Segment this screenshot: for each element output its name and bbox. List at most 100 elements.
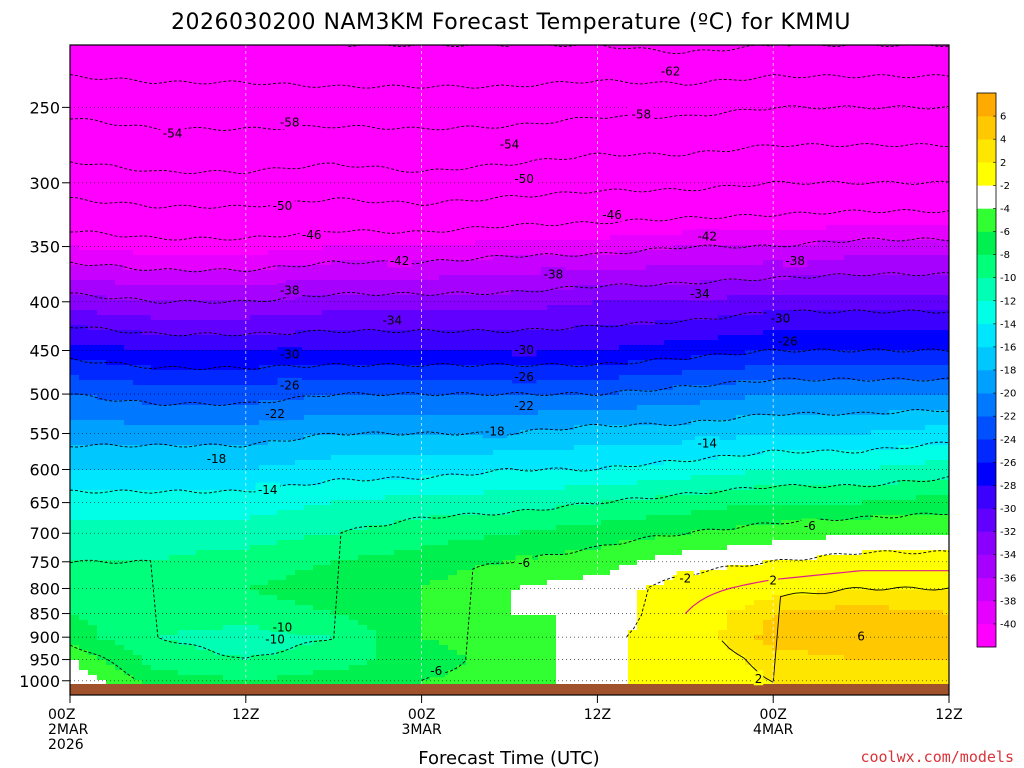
field-cell	[313, 315, 323, 321]
field-cell	[250, 150, 260, 156]
field-cell	[385, 640, 395, 646]
field-cell	[295, 135, 305, 141]
field-cell	[295, 55, 305, 61]
field-cell	[142, 625, 152, 631]
field-cell	[88, 225, 98, 231]
field-cell	[358, 250, 368, 256]
field-cell	[178, 120, 188, 126]
field-cell	[367, 395, 377, 401]
field-cell	[70, 665, 80, 671]
field-cell	[313, 370, 323, 376]
field-cell	[214, 290, 224, 296]
field-cell	[70, 310, 80, 316]
field-cell	[250, 285, 260, 291]
field-cell	[196, 635, 206, 641]
field-cell	[178, 625, 188, 631]
field-cell	[70, 565, 80, 571]
field-cell	[187, 350, 197, 356]
field-cell	[367, 375, 377, 381]
field-cell	[295, 680, 305, 686]
field-cell	[403, 115, 413, 121]
field-cell	[295, 95, 305, 101]
field-cell	[268, 170, 278, 176]
field-cell	[160, 335, 170, 341]
field-cell	[340, 240, 350, 246]
field-cell	[106, 105, 116, 111]
field-cell	[124, 435, 134, 441]
field-cell	[124, 580, 134, 586]
field-cell	[295, 390, 305, 396]
field-cell	[142, 650, 152, 656]
field-cell	[376, 135, 386, 141]
field-cell	[133, 560, 143, 566]
field-cell	[259, 225, 269, 231]
field-cell	[286, 75, 296, 81]
field-cell	[214, 60, 224, 66]
field-cell	[304, 355, 314, 361]
field-cell	[376, 215, 386, 221]
field-cell	[403, 205, 413, 211]
field-cell	[250, 510, 260, 516]
field-cell	[196, 500, 206, 506]
field-cell	[322, 625, 332, 631]
field-cell	[142, 230, 152, 236]
field-cell	[115, 95, 125, 101]
field-cell	[241, 305, 251, 311]
field-cell	[376, 505, 386, 511]
field-cell	[178, 230, 188, 236]
field-cell	[178, 615, 188, 621]
field-cell	[349, 125, 359, 131]
field-cell	[196, 665, 206, 671]
field-cell	[232, 315, 242, 321]
field-cell	[412, 205, 422, 211]
field-cell	[214, 125, 224, 131]
field-cell	[241, 485, 251, 491]
field-cell	[313, 140, 323, 146]
field-cell	[79, 415, 89, 421]
field-cell	[277, 85, 287, 91]
field-cell	[70, 625, 80, 631]
field-cell	[403, 170, 413, 176]
field-cell	[385, 545, 395, 551]
field-cell	[196, 155, 206, 161]
field-cell	[268, 215, 278, 221]
field-cell	[124, 70, 134, 76]
field-cell	[205, 150, 215, 156]
field-cell	[412, 195, 422, 201]
field-cell	[376, 140, 386, 146]
field-cell	[358, 460, 368, 466]
field-cell	[376, 95, 386, 101]
field-cell	[340, 435, 350, 441]
field-cell	[322, 520, 332, 526]
field-cell	[79, 255, 89, 261]
field-cell	[376, 290, 386, 296]
field-cell	[79, 525, 89, 531]
field-cell	[340, 620, 350, 626]
field-cell	[349, 580, 359, 586]
field-cell	[250, 155, 260, 161]
field-cell	[232, 365, 242, 371]
field-cell	[205, 275, 215, 281]
field-cell	[268, 95, 278, 101]
field-cell	[403, 345, 413, 351]
field-cell	[214, 675, 224, 681]
field-cell	[79, 430, 89, 436]
field-cell	[358, 65, 368, 71]
field-cell	[349, 675, 359, 681]
field-cell	[196, 265, 206, 271]
field-cell	[403, 165, 413, 171]
field-cell	[286, 595, 296, 601]
field-cell	[187, 140, 197, 146]
field-cell	[124, 320, 134, 326]
field-cell	[340, 225, 350, 231]
field-cell	[259, 420, 269, 426]
field-cell	[394, 65, 404, 71]
field-cell	[241, 250, 251, 256]
field-cell	[151, 615, 161, 621]
field-cell	[133, 300, 143, 306]
field-cell	[376, 660, 386, 666]
field-cell	[169, 455, 179, 461]
field-cell	[70, 365, 80, 371]
field-cell	[70, 615, 80, 621]
field-cell	[187, 310, 197, 316]
